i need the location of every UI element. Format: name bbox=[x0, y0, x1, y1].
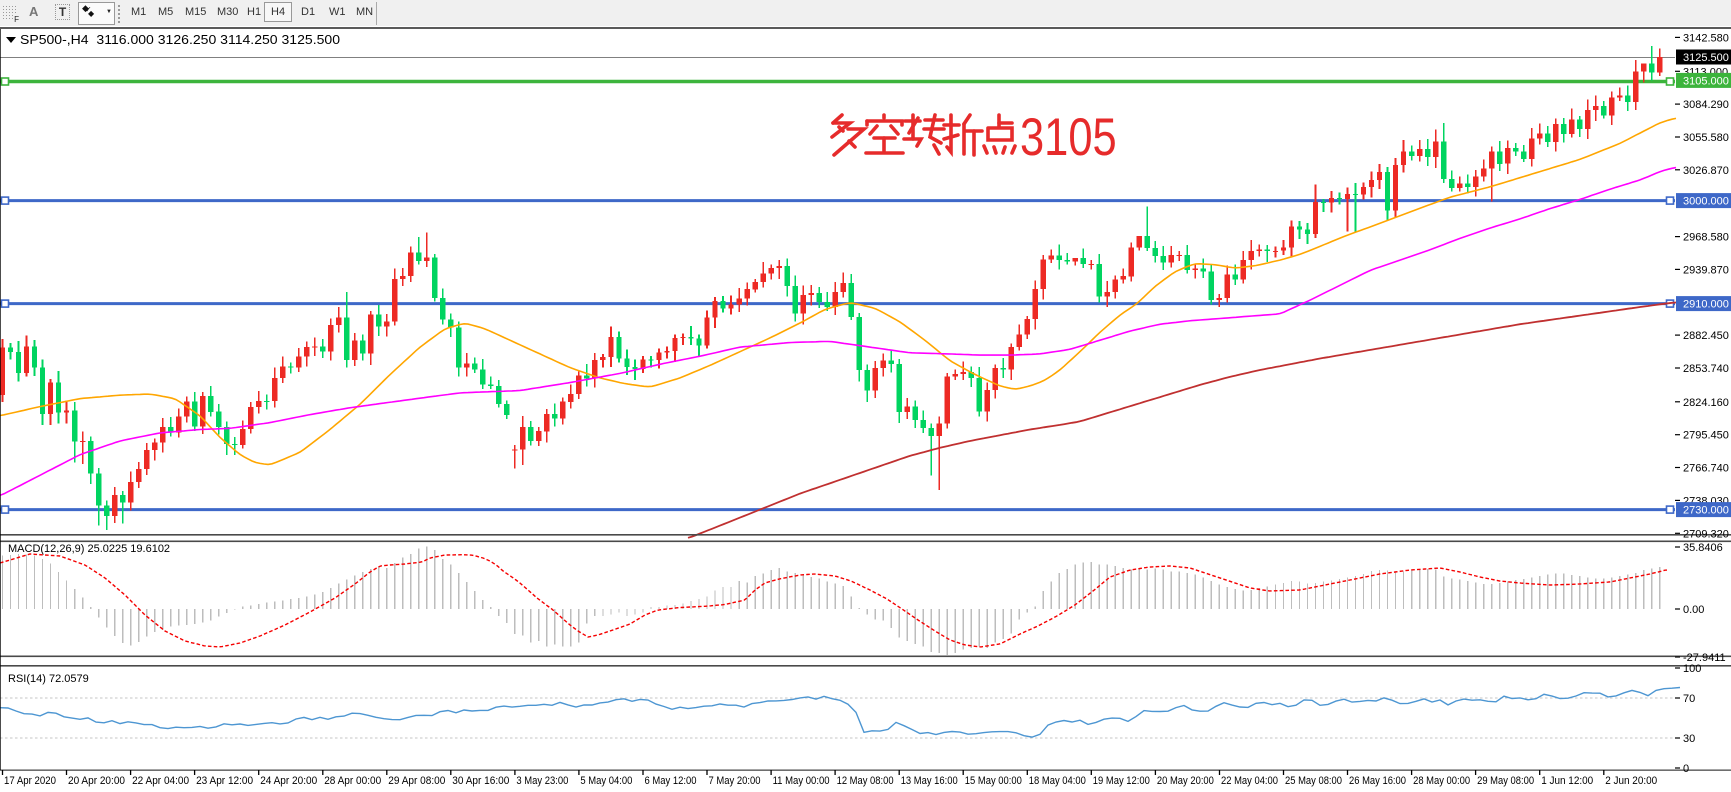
svg-text:29 Apr 08:00: 29 Apr 08:00 bbox=[388, 775, 445, 787]
svg-text:2730.000: 2730.000 bbox=[1683, 505, 1729, 517]
svg-text:15 May 00:00: 15 May 00:00 bbox=[965, 775, 1022, 787]
svg-text:20 Apr 20:00: 20 Apr 20:00 bbox=[68, 775, 125, 787]
svg-text:SP500-,H4 3116.000 3126.250 3: SP500-,H4 3116.000 3126.250 3114.250 312… bbox=[20, 32, 340, 47]
svg-text:2 Jun 20:00: 2 Jun 20:00 bbox=[1605, 775, 1657, 787]
svg-text:2766.740: 2766.740 bbox=[1683, 463, 1729, 475]
svg-text:18 May 04:00: 18 May 04:00 bbox=[1029, 775, 1086, 787]
svg-text:3125.500: 3125.500 bbox=[1683, 52, 1729, 64]
svg-text:30 Apr 16:00: 30 Apr 16:00 bbox=[452, 775, 509, 787]
svg-text:3 May 23:00: 3 May 23:00 bbox=[516, 775, 568, 787]
svg-text:2795.450: 2795.450 bbox=[1683, 430, 1729, 442]
svg-text:11 May 00:00: 11 May 00:00 bbox=[773, 775, 830, 787]
svg-text:3105: 3105 bbox=[1020, 108, 1117, 167]
svg-text:28 Apr 00:00: 28 Apr 00:00 bbox=[324, 775, 381, 787]
svg-text:3055.580: 3055.580 bbox=[1683, 132, 1729, 144]
svg-text:2939.870: 2939.870 bbox=[1683, 264, 1729, 276]
svg-text:24 Apr 20:00: 24 Apr 20:00 bbox=[260, 775, 317, 787]
svg-text:17 Apr 2020: 17 Apr 2020 bbox=[4, 775, 56, 787]
svg-text:26 May 16:00: 26 May 16:00 bbox=[1349, 775, 1406, 787]
svg-text:35.8406: 35.8406 bbox=[1683, 542, 1723, 554]
svg-text:0: 0 bbox=[1683, 763, 1689, 775]
svg-text:3142.580: 3142.580 bbox=[1683, 32, 1729, 44]
svg-text:2709.320: 2709.320 bbox=[1683, 528, 1729, 540]
svg-text:RSI(14) 72.0579: RSI(14) 72.0579 bbox=[8, 673, 89, 685]
svg-text:1 Jun 12:00: 1 Jun 12:00 bbox=[1541, 775, 1593, 787]
svg-text:12 May 08:00: 12 May 08:00 bbox=[837, 775, 894, 787]
svg-text:22 Apr 04:00: 22 Apr 04:00 bbox=[132, 775, 189, 787]
svg-text:100: 100 bbox=[1683, 663, 1701, 675]
svg-text:2910.000: 2910.000 bbox=[1683, 299, 1729, 311]
svg-text:-27.9411: -27.9411 bbox=[1683, 652, 1726, 664]
svg-text:2882.450: 2882.450 bbox=[1683, 330, 1729, 342]
svg-text:22 May 04:00: 22 May 04:00 bbox=[1221, 775, 1278, 787]
svg-text:20 May 20:00: 20 May 20:00 bbox=[1157, 775, 1214, 787]
svg-text:2824.160: 2824.160 bbox=[1683, 397, 1729, 409]
svg-text:25 May 08:00: 25 May 08:00 bbox=[1285, 775, 1342, 787]
svg-text:5 May 04:00: 5 May 04:00 bbox=[580, 775, 632, 787]
svg-text:70: 70 bbox=[1683, 693, 1695, 705]
svg-text:6 May 12:00: 6 May 12:00 bbox=[645, 775, 697, 787]
svg-text:13 May 16:00: 13 May 16:00 bbox=[901, 775, 958, 787]
svg-text:19 May 12:00: 19 May 12:00 bbox=[1093, 775, 1150, 787]
svg-text:23 Apr 12:00: 23 Apr 12:00 bbox=[196, 775, 253, 787]
svg-text:2968.580: 2968.580 bbox=[1683, 232, 1729, 244]
svg-text:30: 30 bbox=[1683, 733, 1695, 745]
svg-text:29 May 08:00: 29 May 08:00 bbox=[1477, 775, 1534, 787]
svg-text:3026.870: 3026.870 bbox=[1683, 165, 1729, 177]
svg-text:2853.740: 2853.740 bbox=[1683, 363, 1729, 375]
svg-text:3084.290: 3084.290 bbox=[1683, 99, 1729, 111]
svg-text:0.00: 0.00 bbox=[1683, 604, 1704, 616]
svg-text:28 May 00:00: 28 May 00:00 bbox=[1413, 775, 1470, 787]
svg-text:MACD(12,26,9) 25.0225 19.6102: MACD(12,26,9) 25.0225 19.6102 bbox=[8, 543, 170, 555]
svg-text:3000.000: 3000.000 bbox=[1683, 196, 1729, 208]
svg-text:3105.000: 3105.000 bbox=[1683, 75, 1729, 87]
svg-text:7 May 20:00: 7 May 20:00 bbox=[709, 775, 761, 787]
